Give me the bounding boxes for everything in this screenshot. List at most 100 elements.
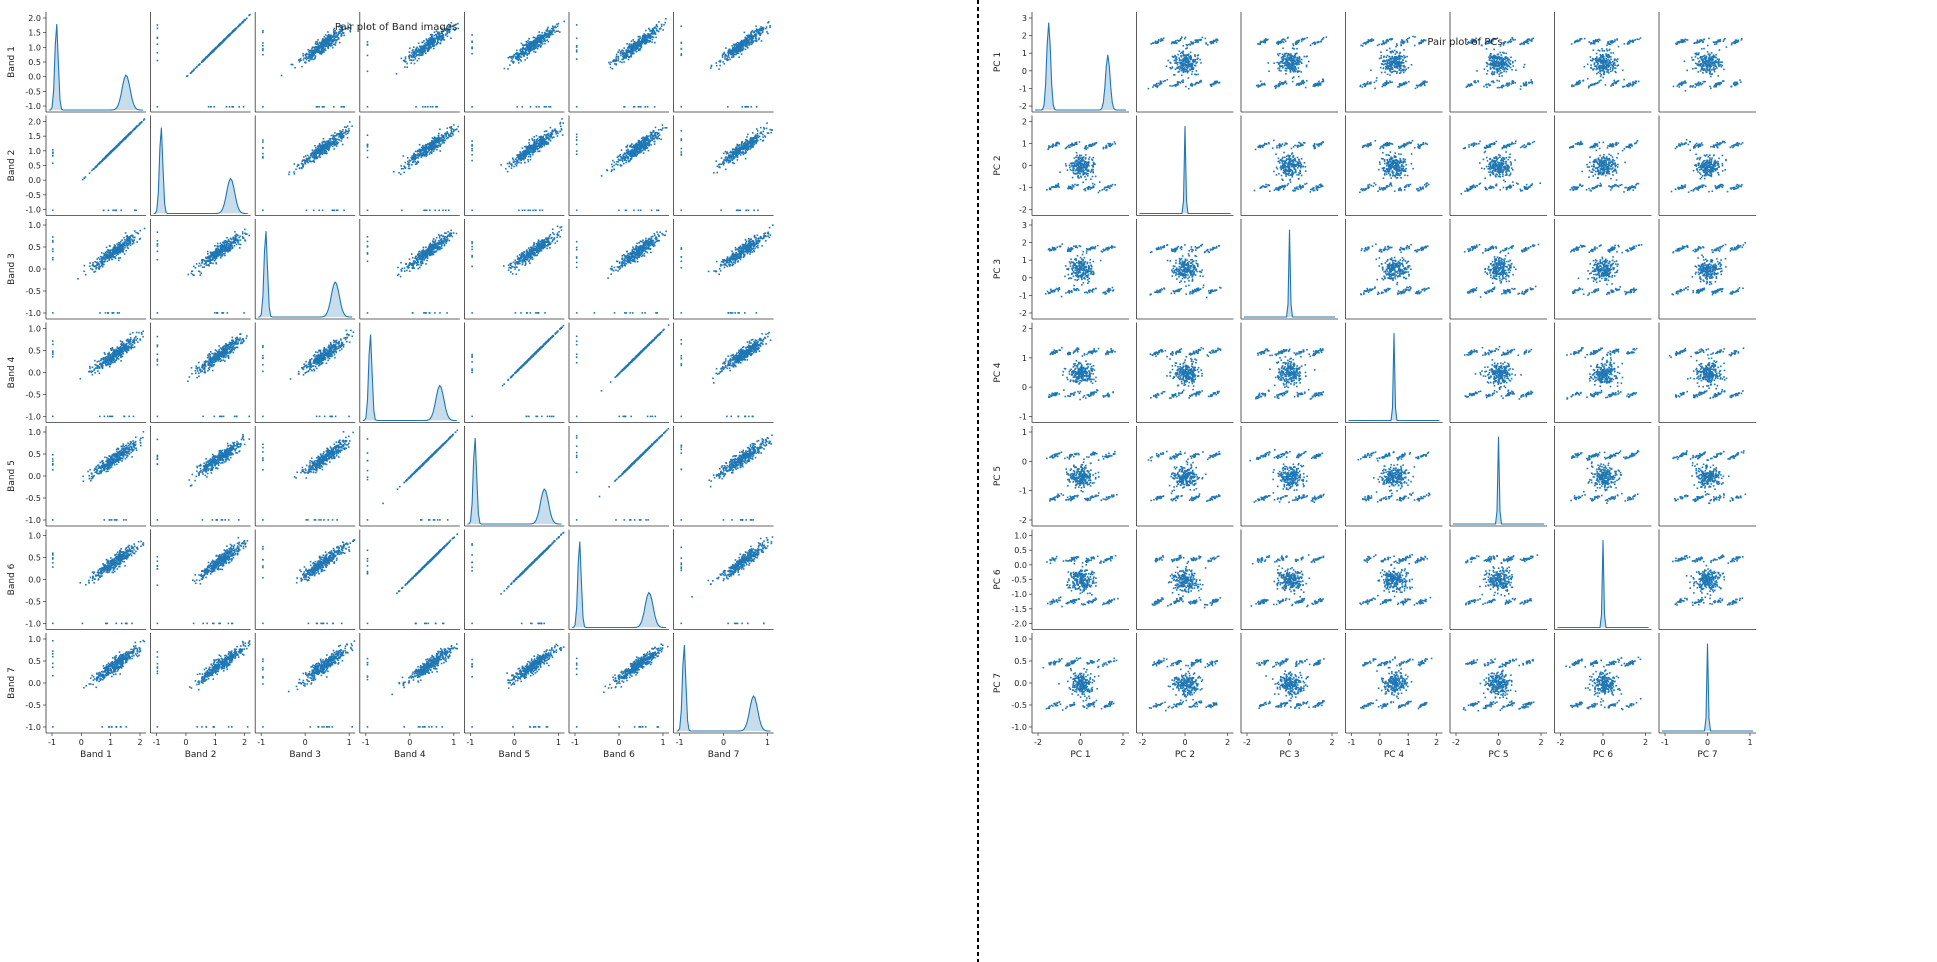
data-point <box>646 106 649 108</box>
data-point <box>444 34 447 36</box>
data-point <box>631 143 633 145</box>
data-point <box>414 56 416 59</box>
data-point <box>729 58 731 61</box>
data-point <box>644 40 646 43</box>
data-point <box>190 71 193 74</box>
data-point <box>512 56 515 59</box>
data-point <box>732 48 734 50</box>
data-point <box>517 59 520 61</box>
data-point <box>194 67 197 69</box>
pair-cell <box>463 12 565 113</box>
data-point <box>324 147 327 150</box>
data-point <box>631 48 633 50</box>
data-point <box>762 27 765 29</box>
data-point <box>321 152 323 154</box>
data-point <box>609 63 611 65</box>
pair-cell <box>673 12 774 113</box>
data-point <box>320 147 322 149</box>
data-point <box>606 169 609 172</box>
pair-cell <box>568 115 669 216</box>
data-point <box>425 209 428 212</box>
data-point <box>130 131 132 134</box>
data-point <box>434 137 436 140</box>
data-point <box>522 152 525 154</box>
data-point <box>412 153 415 156</box>
data-point <box>323 143 326 146</box>
data-point <box>92 168 94 171</box>
data-point <box>507 68 509 70</box>
data-point <box>414 161 416 163</box>
data-point <box>419 48 421 51</box>
data-point <box>340 132 343 135</box>
data-point <box>631 47 634 49</box>
data-point <box>750 41 752 44</box>
data-point <box>517 52 520 55</box>
data-point <box>307 48 309 51</box>
data-point <box>471 145 473 147</box>
data-point <box>745 37 748 39</box>
data-point <box>398 172 400 174</box>
data-point <box>645 37 648 39</box>
data-point <box>539 38 541 40</box>
data-point <box>710 65 713 68</box>
data-point <box>432 137 435 140</box>
data-point <box>539 39 542 42</box>
data-point <box>645 141 647 144</box>
data-point <box>529 158 532 161</box>
data-point <box>262 47 264 50</box>
data-point <box>650 209 653 212</box>
data-point <box>722 160 725 163</box>
data-point <box>727 53 730 55</box>
data-point <box>527 148 530 150</box>
data-point <box>317 39 319 41</box>
data-point <box>529 42 531 45</box>
data-point <box>539 139 541 142</box>
data-point <box>770 131 772 134</box>
data-point <box>651 136 654 138</box>
data-point <box>522 44 524 46</box>
data-point <box>431 106 434 108</box>
data-point <box>435 138 438 141</box>
data-point <box>680 53 683 55</box>
data-point <box>328 140 330 143</box>
data-point <box>446 132 448 134</box>
data-point <box>329 43 332 45</box>
data-point <box>328 44 330 46</box>
data-point <box>516 106 518 108</box>
data-point <box>403 60 406 63</box>
data-point <box>650 36 652 39</box>
data-point <box>450 127 452 129</box>
data-point <box>315 154 318 156</box>
data-point <box>662 127 664 129</box>
data-point <box>662 29 664 31</box>
data-point <box>538 44 540 46</box>
data-point <box>402 167 405 170</box>
data-point <box>333 209 335 212</box>
data-point <box>647 39 650 42</box>
data-point <box>333 30 335 33</box>
data-point <box>212 50 214 53</box>
data-point <box>400 173 402 176</box>
pair-cell <box>673 115 774 216</box>
data-point <box>767 32 769 35</box>
data-point <box>642 40 645 42</box>
data-point <box>627 58 630 61</box>
data-point <box>419 153 422 156</box>
data-point <box>755 106 758 108</box>
data-point <box>522 53 524 56</box>
data-point <box>433 44 435 47</box>
data-point <box>537 34 539 37</box>
data-point <box>648 35 651 37</box>
data-point <box>305 57 307 59</box>
data-point <box>310 160 313 163</box>
data-point <box>326 143 328 145</box>
data-point <box>406 66 408 68</box>
data-point <box>525 147 528 150</box>
data-point <box>340 135 342 138</box>
data-point <box>520 56 523 58</box>
y-tick-label: 1.0 <box>28 43 41 52</box>
pair-cell <box>150 12 251 113</box>
data-point <box>327 45 329 48</box>
data-point <box>322 145 325 147</box>
data-point <box>729 51 732 54</box>
